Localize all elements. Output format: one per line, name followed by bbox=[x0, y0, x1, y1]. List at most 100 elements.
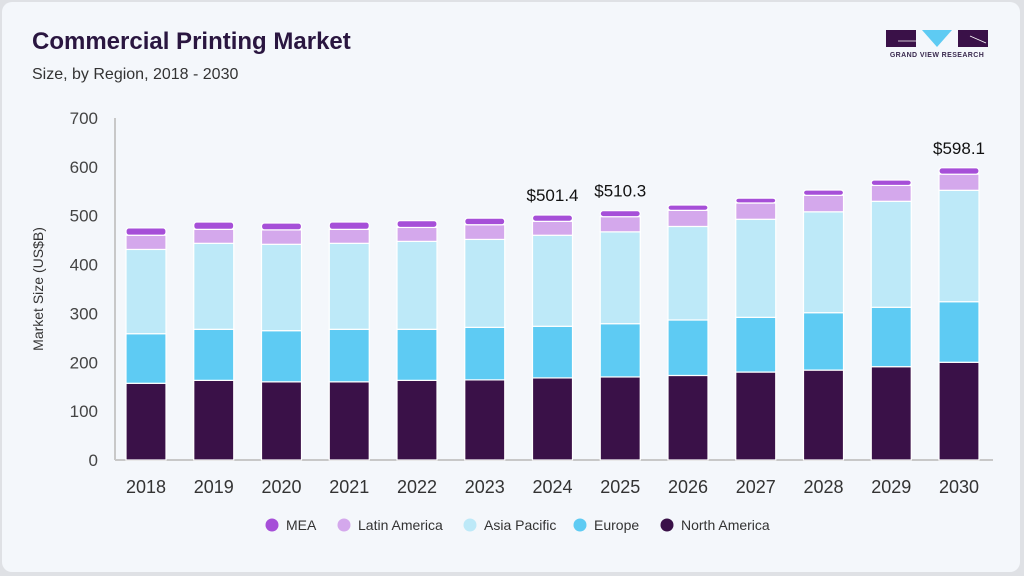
x-tick-label: 2024 bbox=[532, 477, 572, 497]
bar-segment-mea bbox=[667, 204, 709, 211]
bar-segment-north-america bbox=[735, 371, 777, 461]
bar-segment-europe bbox=[328, 328, 370, 383]
bar-segment-mea bbox=[531, 214, 574, 222]
bar-segment-europe bbox=[938, 301, 980, 363]
bar-segment-europe bbox=[396, 328, 438, 381]
bar-segment-mea bbox=[464, 217, 506, 226]
bar-segment-europe bbox=[667, 319, 709, 377]
x-tick-label: 2030 bbox=[939, 477, 979, 497]
bar-segment-mea bbox=[328, 221, 370, 230]
bar-segment-north-america bbox=[667, 374, 709, 461]
bar-segment-north-america bbox=[531, 377, 574, 461]
y-axis-title: Market Size (US$B) bbox=[30, 227, 46, 351]
x-tick-label: 2020 bbox=[261, 477, 301, 497]
bar-segment-latin-america bbox=[599, 216, 641, 233]
bar-segment-north-america bbox=[599, 376, 641, 461]
bar-segment-mea bbox=[938, 167, 980, 175]
bar-segment-latin-america bbox=[870, 184, 912, 202]
bar-segment-mea bbox=[870, 179, 912, 187]
x-tick-label: 2029 bbox=[871, 477, 911, 497]
bar-segment-asia-pacific bbox=[599, 231, 641, 325]
legend-label: Latin America bbox=[358, 517, 443, 533]
bar-segment-europe bbox=[125, 333, 167, 384]
legend-marker-north-america bbox=[660, 518, 674, 532]
x-tick-label: 2027 bbox=[736, 477, 776, 497]
grand-view-research-logo: GRAND VIEW RESEARCH bbox=[886, 30, 988, 64]
legend-marker-mea bbox=[265, 518, 279, 532]
data-label: $598.1 bbox=[933, 139, 985, 158]
bar-segment-europe bbox=[870, 306, 912, 368]
x-tick-label: 2022 bbox=[397, 477, 437, 497]
bar-segment-latin-america bbox=[802, 194, 845, 213]
y-tick-label: 400 bbox=[70, 256, 98, 275]
bar-segment-europe bbox=[260, 330, 303, 383]
bar-segment-europe bbox=[193, 328, 235, 381]
page-subtitle: Size, by Region, 2018 - 2030 bbox=[32, 66, 239, 83]
bar-segment-latin-america bbox=[531, 220, 574, 236]
bar-segment-latin-america bbox=[464, 224, 506, 241]
bar-segment-latin-america bbox=[328, 228, 370, 244]
y-tick-label: 300 bbox=[70, 304, 98, 323]
bar-segment-asia-pacific bbox=[667, 225, 709, 321]
legend-marker-asia-pacific bbox=[463, 518, 477, 532]
bar-segment-europe bbox=[802, 312, 845, 371]
bar-segment-north-america bbox=[396, 379, 438, 461]
x-tick-label: 2018 bbox=[126, 477, 166, 497]
legend-marker-europe bbox=[573, 518, 587, 532]
bar-segment-asia-pacific bbox=[125, 248, 167, 335]
bar-segment-europe bbox=[599, 323, 641, 378]
bar-segment-north-america bbox=[802, 369, 845, 461]
bar-segment-mea bbox=[802, 189, 845, 196]
bar-segment-asia-pacific bbox=[396, 240, 438, 330]
y-tick-label: 0 bbox=[89, 451, 98, 470]
data-label: $501.4 bbox=[527, 186, 579, 205]
bar-segment-north-america bbox=[125, 382, 167, 461]
bar-segment-north-america bbox=[260, 381, 303, 461]
bar-segment-asia-pacific bbox=[938, 189, 980, 303]
x-tick-label: 2023 bbox=[465, 477, 505, 497]
bar-segment-north-america bbox=[938, 361, 980, 461]
bar-segment-latin-america bbox=[260, 229, 303, 245]
bar-segment-latin-america bbox=[735, 202, 777, 220]
bar-segment-north-america bbox=[870, 366, 912, 461]
bar-segment-asia-pacific bbox=[464, 238, 506, 328]
bar-segment-europe bbox=[464, 326, 506, 381]
legend-label: Europe bbox=[594, 517, 639, 533]
bar-segment-asia-pacific bbox=[328, 242, 370, 330]
x-tick-label: 2028 bbox=[803, 477, 843, 497]
data-label: $510.3 bbox=[594, 182, 646, 201]
bar-segment-asia-pacific bbox=[870, 200, 912, 308]
x-tick-label: 2025 bbox=[600, 477, 640, 497]
bar-segment-mea bbox=[599, 210, 641, 218]
y-tick-label: 600 bbox=[70, 158, 98, 177]
y-tick-label: 100 bbox=[70, 402, 98, 421]
bar-segment-europe bbox=[531, 325, 574, 379]
bar-segment-latin-america bbox=[396, 226, 438, 242]
page-title: Commercial Printing Market bbox=[32, 28, 351, 55]
y-tick-label: 500 bbox=[70, 207, 98, 226]
legend-label: North America bbox=[681, 517, 770, 533]
legend-label: MEA bbox=[286, 517, 317, 533]
legend-marker-latin-america bbox=[337, 518, 351, 532]
x-tick-label: 2026 bbox=[668, 477, 708, 497]
bar-segment-mea bbox=[125, 227, 167, 236]
bar-segment-europe bbox=[735, 316, 777, 373]
bar-segment-asia-pacific bbox=[531, 234, 574, 327]
bar-segment-latin-america bbox=[193, 228, 235, 244]
x-tick-label: 2019 bbox=[194, 477, 234, 497]
bar-segment-mea bbox=[193, 221, 235, 230]
legend-label: Asia Pacific bbox=[484, 517, 556, 533]
bar-segment-asia-pacific bbox=[735, 218, 777, 318]
y-tick-label: 200 bbox=[70, 353, 98, 372]
bar-segment-latin-america bbox=[125, 234, 167, 251]
bar-segment-asia-pacific bbox=[260, 243, 303, 332]
x-tick-label: 2021 bbox=[329, 477, 369, 497]
logo-text: GRAND VIEW RESEARCH bbox=[889, 52, 985, 59]
bar-segment-north-america bbox=[464, 379, 506, 461]
bar-segment-mea bbox=[260, 222, 303, 231]
bar-segment-mea bbox=[396, 220, 438, 229]
bar-segment-north-america bbox=[328, 381, 370, 461]
bar-segment-mea bbox=[735, 197, 777, 204]
